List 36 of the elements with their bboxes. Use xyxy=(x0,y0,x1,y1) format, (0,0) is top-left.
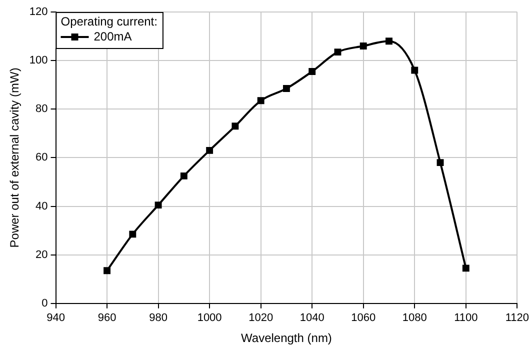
y-tick-label: 0 xyxy=(42,297,48,310)
point xyxy=(411,66,418,74)
point xyxy=(386,38,392,45)
point xyxy=(308,68,316,75)
point xyxy=(104,267,110,274)
point xyxy=(462,264,470,272)
x-axis-title: Wavelength (nm) xyxy=(241,331,332,346)
legend-label: 200mA xyxy=(94,29,132,44)
x-tick-label: 1000 xyxy=(197,312,222,324)
x-tick-label: 1020 xyxy=(248,312,274,324)
point xyxy=(206,146,214,154)
x-tick-label: 1120 xyxy=(505,312,529,324)
y-axis-title: Power out of external cavity (mW) xyxy=(8,68,22,248)
x-tick-label: 1040 xyxy=(300,312,324,324)
y-tick-label: 120 xyxy=(29,6,48,18)
point xyxy=(232,122,239,130)
legend-title: Operating current: xyxy=(60,14,158,28)
y-tick-label: 40 xyxy=(36,200,48,212)
x-tick-label: 980 xyxy=(149,312,168,324)
y-tick-label: 20 xyxy=(36,248,48,261)
y-tick-label: 100 xyxy=(29,54,48,67)
point xyxy=(154,202,162,209)
x-tick-label: 1100 xyxy=(454,312,478,324)
point xyxy=(436,159,444,166)
point xyxy=(334,48,342,56)
point xyxy=(257,97,264,104)
y-tick-label: 60 xyxy=(36,152,48,164)
x-tick-label: 960 xyxy=(98,312,116,324)
point xyxy=(180,172,188,180)
point xyxy=(129,230,136,238)
point xyxy=(360,42,367,50)
x-tick-label: 940 xyxy=(46,312,65,324)
x-tick-label: 1080 xyxy=(402,312,427,324)
x-tick-label: 1060 xyxy=(351,312,376,324)
point xyxy=(282,85,290,92)
y-tick-label: 80 xyxy=(36,103,48,116)
